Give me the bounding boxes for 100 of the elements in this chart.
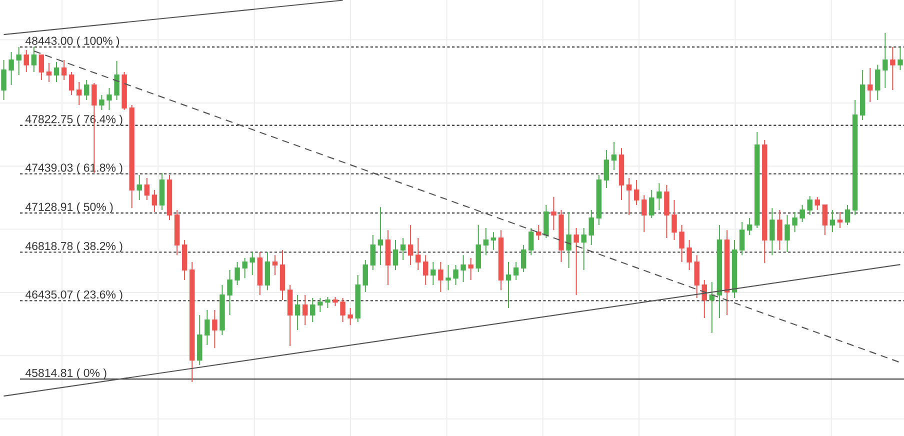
candlestick <box>76 81 82 106</box>
candlestick <box>332 296 338 306</box>
candlestick <box>588 209 594 246</box>
candlestick <box>106 88 112 111</box>
candlestick <box>679 224 684 263</box>
candlestick <box>770 208 775 256</box>
candlestick <box>656 182 662 210</box>
candlestick <box>672 199 677 241</box>
candlestick <box>476 224 481 273</box>
candlestick <box>197 314 202 366</box>
ref-line-label: 45814.81 ( 0% ) <box>25 368 106 380</box>
candlestick <box>875 64 880 101</box>
candlestick <box>837 211 843 229</box>
candlestick <box>61 60 67 80</box>
candlestick <box>581 228 586 270</box>
candlestick <box>460 254 466 282</box>
candlestick <box>558 209 564 263</box>
candlestick <box>114 60 120 101</box>
candlestick <box>234 262 240 286</box>
candlestick <box>536 224 542 241</box>
candlestick <box>310 298 316 323</box>
candlestick <box>528 228 534 256</box>
candlestick <box>844 204 850 226</box>
candlestick <box>318 298 323 313</box>
candlestick <box>800 204 805 222</box>
candlestick <box>182 240 188 280</box>
candlestick <box>438 262 444 292</box>
candlestick <box>649 190 654 219</box>
candlestick <box>430 262 436 286</box>
candlestick <box>302 294 308 326</box>
candlestick <box>250 252 255 276</box>
candlestick <box>220 284 225 336</box>
candlestick <box>686 240 692 270</box>
candlestick <box>513 262 519 280</box>
candlestick <box>227 269 232 316</box>
candlestick <box>159 172 165 210</box>
candlestick <box>370 234 376 270</box>
candlestick <box>860 69 866 121</box>
candlestick <box>506 262 512 309</box>
candlestick <box>242 257 248 279</box>
candlestick <box>144 178 150 200</box>
candlestick <box>129 104 134 209</box>
candlestick <box>762 139 768 264</box>
candlestick <box>8 52 14 86</box>
candlestick <box>618 148 624 200</box>
ref-line-label: 47128.91 ( 50% ) <box>25 202 113 214</box>
candlestick <box>189 262 195 383</box>
candlestick <box>204 310 210 346</box>
candlestick <box>122 72 127 111</box>
candlestick <box>574 228 579 296</box>
candlestick <box>453 264 458 286</box>
candlestick <box>1 60 6 101</box>
candlestick <box>31 46 37 73</box>
candlestick <box>709 281 715 334</box>
candlestick <box>611 142 617 171</box>
ref-line-label: 46818.78 ( 38.2% ) <box>25 242 122 252</box>
candlestick <box>483 228 489 256</box>
candlestick <box>724 230 730 316</box>
candlestick <box>385 230 391 286</box>
candlestick <box>257 252 263 296</box>
candlestick <box>408 224 414 266</box>
candlestick <box>38 54 44 80</box>
candlestick <box>868 67 873 102</box>
candlestick <box>604 149 610 188</box>
candlestick <box>294 294 300 330</box>
candlestick <box>362 260 368 292</box>
candlestick <box>498 230 504 291</box>
candlestick <box>16 46 22 76</box>
candlestick <box>807 196 812 216</box>
candlestick <box>340 298 346 323</box>
candlestick <box>746 218 752 236</box>
candlestick <box>784 214 790 253</box>
candlestick <box>792 211 798 233</box>
candlestick <box>830 209 836 233</box>
candlestick <box>814 196 820 210</box>
candlestick <box>212 310 218 349</box>
candlestick <box>280 250 286 301</box>
candlestick <box>898 46 903 70</box>
candlestick <box>392 240 398 270</box>
candlestick <box>378 206 384 266</box>
candlestick <box>348 308 353 326</box>
ref-line-label: 46435.07 ( 23.6% ) <box>25 290 122 301</box>
candlestick <box>272 254 278 276</box>
candlestick <box>99 94 104 111</box>
candlestick <box>24 50 29 73</box>
candlestick <box>400 238 406 261</box>
candlestick <box>152 190 158 212</box>
candlestick <box>415 238 421 270</box>
candlestick <box>777 209 782 251</box>
candlestick <box>490 232 496 251</box>
candlestick <box>852 100 858 216</box>
candlestick <box>355 274 360 323</box>
candlestick <box>716 224 722 318</box>
candlestick <box>641 194 647 233</box>
candlestick <box>702 279 707 318</box>
candlestick <box>446 264 451 291</box>
ref-line-label: 48443.00 ( 100% ) <box>25 36 120 48</box>
candlestick <box>325 296 330 309</box>
candlestick <box>634 180 640 206</box>
candlestick <box>468 257 474 280</box>
